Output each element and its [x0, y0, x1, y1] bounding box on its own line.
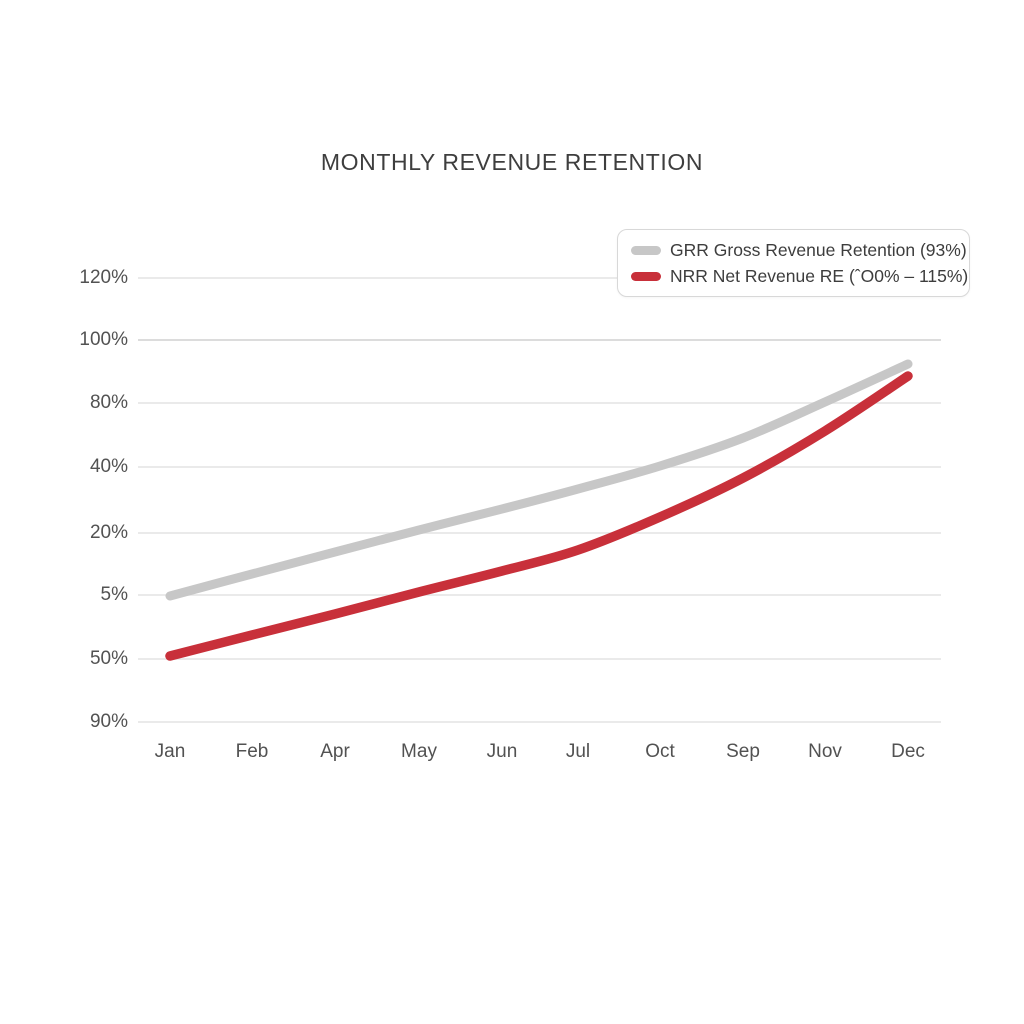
x-tick-label: Nov [808, 741, 842, 762]
nrr-line-swatch-icon [631, 271, 661, 281]
x-tick-label: Feb [235, 741, 269, 762]
x-tick-label: Jan [154, 741, 186, 762]
y-tick-label: 120% [79, 267, 128, 288]
x-tick-label: May [401, 741, 437, 762]
series-line-grr [165, 359, 913, 601]
x-tick-label: Jun [486, 741, 518, 762]
y-tick-label: 20% [89, 522, 128, 543]
y-tick-label: 90% [89, 711, 128, 732]
y-tick-label: 100% [79, 329, 128, 350]
legend-label-nrr: NRR Net Revenue RE (ˆO0% – 115%) [670, 265, 969, 286]
y-tick-label: 40% [89, 456, 128, 477]
y-tick-label: 5% [100, 584, 128, 605]
y-tick-label: 50% [89, 648, 128, 669]
legend-item-nrr: NRR Net Revenue RE (ˆO0% – 115%) [631, 266, 969, 287]
legend-label-grr: GRR Gross Revenue Retention (93%) [670, 239, 967, 260]
x-tick-label: Dec [891, 741, 925, 762]
y-tick-label: 80% [89, 392, 128, 413]
legend-item-grr: GRR Gross Revenue Retention (93%) [631, 240, 969, 261]
series-line-nrr [165, 371, 913, 661]
x-tick-label: Oct [645, 741, 675, 762]
x-tick-label: Sep [726, 741, 760, 762]
chart-legend: GRR Gross Revenue Retention (93%) NRR Ne… [617, 229, 970, 297]
x-tick-label: Jul [565, 741, 591, 762]
grr-line-swatch-icon [631, 245, 661, 255]
chart-title: MONTHLY REVENUE RETENTION [320, 149, 704, 175]
x-tick-label: Apr [320, 741, 350, 762]
